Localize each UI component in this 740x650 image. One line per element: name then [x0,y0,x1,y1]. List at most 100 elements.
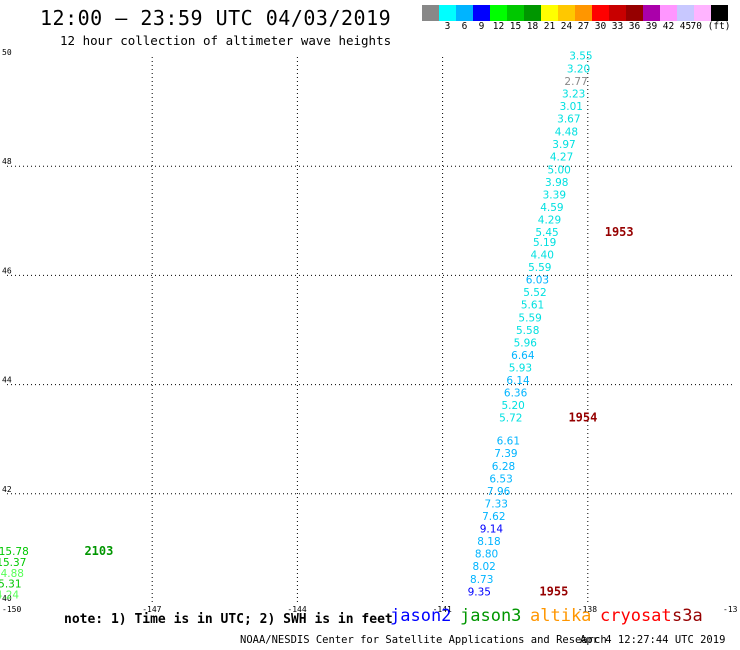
x-tick-label: -13 [723,605,738,614]
color-scale-label: 21 [543,21,556,32]
wave-height-value: 5.59 [518,312,541,324]
color-scale-label: 27 [577,21,590,32]
wave-height-value: 6.14 [506,375,530,387]
wave-height-value: 6.28 [492,461,515,473]
color-swatch [575,5,592,21]
wave-height-value: 6.53 [489,473,512,485]
wave-height-value: 14.24 [0,590,19,602]
generated-timestamp: Apr 4 12:27:44 UTC 2019 [580,634,726,646]
color-swatch [626,5,643,21]
wave-height-value: 6.64 [511,350,535,362]
wave-height-value: 7.62 [482,511,505,523]
wave-height-value: 5.96 [514,337,538,349]
wave-height-value: 5.72 [499,413,522,425]
wave-height-value: 3.97 [552,139,575,151]
color-swatch [558,5,575,21]
wave-height-value: 5.52 [523,287,546,299]
wave-height-value: 9.35 [468,586,491,598]
wave-height-value: 3.01 [560,101,583,113]
y-tick-label: 50 [2,48,12,57]
color-swatch [524,5,541,21]
wave-height-value: 4.29 [538,215,561,227]
color-scale-label: 36 [628,21,641,32]
wave-height-value: 8.80 [475,549,498,561]
wave-height-value: 5.59 [528,262,551,274]
color-scale-labels: 3 6 9 12 15 18 21 24 27 30 33 36 39 42 45 70 (ft) [422,21,731,35]
legend-cryosat: cryosat [600,606,672,626]
wave-height-value: 9.14 [480,524,504,536]
wave-height-value: 7.39 [494,448,517,460]
x-tick-label: -147 [142,605,161,614]
pass-time-label: 2103 [84,544,113,558]
color-swatch [541,5,558,21]
x-tick-label: -150 [2,605,21,614]
legend-jason2: jason2 [390,606,452,626]
color-scale-bar [422,5,728,21]
color-swatch [711,5,728,21]
legend-altika: altika [530,606,592,626]
wave-height-value: 7.33 [485,498,508,510]
wave-height-value: 5.61 [521,300,544,312]
color-swatch [456,5,473,21]
wave-height-value: 15.31 [0,579,22,591]
wave-height-value: 5.00 [547,164,570,176]
wave-height-value: 3.39 [543,189,566,201]
wave-height-value: 7.96 [487,486,511,498]
color-swatch [609,5,626,21]
wave-height-value: 15.78 [0,546,29,558]
color-swatch [694,5,711,21]
color-scale-label: 70 (ft) [690,21,731,32]
x-tick-label: -138 [578,605,597,614]
color-swatch [592,5,609,21]
color-swatch [473,5,490,21]
wave-height-value: 8.73 [470,574,493,586]
color-swatch [422,5,439,21]
page-title: 12:00 – 23:59 UTC 04/03/2019 [40,6,392,30]
wave-height-value: 8.02 [472,561,495,573]
color-swatch [643,5,660,21]
wave-height-value: 5.58 [516,325,539,337]
wave-height-value: 4.59 [540,202,563,214]
legend-s3a: s3a [672,606,703,626]
y-tick-label: 46 [2,266,12,275]
wave-height-value: 3.98 [545,177,568,189]
color-scale-label: 33 [611,21,624,32]
footnote: note: 1) Time is in UTC; 2) SWH is in fe… [64,612,393,627]
color-scale-label: 12 [492,21,505,32]
wave-height-value: 5.19 [533,237,556,249]
legend-jason3: jason3 [460,606,522,626]
y-tick-label: 48 [2,157,12,166]
credit-line: NOAA/NESDIS Center for Satellite Applica… [240,634,607,646]
color-scale-label: 18 [526,21,539,32]
wave-height-value: 3.55 [569,51,592,63]
pass-time-label: 1955 [539,584,568,598]
page-subtitle: 12 hour collection of altimeter wave hei… [60,33,392,48]
color-scale-label: 24 [560,21,573,32]
x-tick-label: -141 [433,605,452,614]
y-tick-label: 42 [2,485,12,494]
y-tick-label: 44 [2,376,12,385]
wave-height-value: 6.61 [497,436,520,448]
x-tick-label: -144 [287,605,306,614]
wave-height-value: 6.36 [504,388,528,400]
wave-height-value: 4.40 [531,249,554,261]
wave-height-value: 14.88 [0,568,24,580]
color-scale-label: 45 [679,21,692,32]
color-swatch [507,5,524,21]
color-scale-label: 6 [461,21,468,32]
color-scale-label: 3 [444,21,451,32]
wave-height-value: 3.67 [557,114,580,126]
y-tick-label: 40 [2,594,12,603]
color-swatch [439,5,456,21]
wave-height-value: 4.27 [550,152,573,164]
wave-height-value: 5.93 [509,362,532,374]
color-swatch [660,5,677,21]
wave-height-value: 5.20 [501,400,524,412]
wave-height-value: 3.23 [562,88,585,100]
pass-time-label: 1954 [568,411,597,425]
wave-height-value: 5.45 [535,227,558,239]
pass-time-label: 1953 [605,225,634,239]
wave-height-value: 6.03 [526,275,549,287]
wave-height-value: 8.18 [477,536,500,548]
